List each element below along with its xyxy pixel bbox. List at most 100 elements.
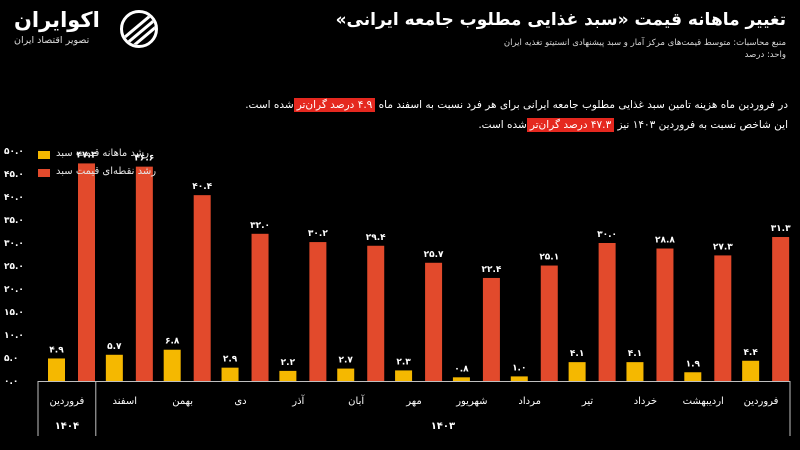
logo-name: اکوایران bbox=[14, 8, 100, 32]
legend-label-monthly: رشد ماهانه قیمت سبد bbox=[56, 148, 149, 159]
y-tick-label: ۱۰.۰ bbox=[4, 331, 24, 341]
x-tick-label: اسفند bbox=[113, 396, 137, 407]
data-label: ۱.۰ bbox=[512, 363, 526, 373]
description-line-2: این شاخص نسبت به فروردین ۱۴۰۳ نیز ۴۷.۳ د… bbox=[478, 118, 788, 132]
legend-item-monthly: رشد ماهانه قیمت سبد bbox=[38, 148, 218, 166]
bar-monthly bbox=[48, 358, 65, 381]
bar-monthly bbox=[163, 349, 181, 381]
data-label: ۴۰.۴ bbox=[192, 182, 212, 192]
bar-monthly bbox=[510, 376, 528, 381]
bar-point bbox=[78, 163, 95, 381]
bar-monthly bbox=[279, 370, 297, 381]
data-label: ۴.۱ bbox=[570, 349, 584, 359]
unit-note: واحد: درصد bbox=[744, 50, 786, 60]
y-tick-label: ۱۵.۰ bbox=[4, 308, 24, 318]
x-tick-label: آذر bbox=[291, 394, 305, 407]
bar-monthly bbox=[568, 362, 586, 381]
data-label: ۲۵.۷ bbox=[424, 250, 444, 260]
data-label: ۴۷.۳ bbox=[77, 150, 97, 160]
bar-point bbox=[251, 233, 269, 381]
bar-point bbox=[193, 195, 211, 381]
bar-point bbox=[598, 243, 616, 381]
legend-swatch-point bbox=[38, 169, 50, 177]
bar-monthly bbox=[395, 370, 413, 381]
x-tick-label: فروردین bbox=[744, 396, 779, 407]
x-tick-label: خرداد bbox=[634, 396, 657, 407]
description-line-1-end: شده است. bbox=[245, 99, 294, 111]
chart-legend: رشد ماهانه قیمت سبد رشد نقطه‌ای قیمت سبد bbox=[38, 148, 218, 184]
x-tick-label: مهر bbox=[405, 396, 421, 407]
description-line-1-text: در فروردین ماه هزینه تامین سبد غذایی مطل… bbox=[378, 99, 788, 111]
y-tick-label: ۳۵.۰ bbox=[4, 216, 24, 226]
x-tick-label: فروردین bbox=[50, 396, 85, 407]
bar-point bbox=[367, 245, 385, 381]
x-tick-label: مرداد bbox=[518, 396, 541, 407]
data-label: ۴.۹ bbox=[49, 345, 64, 355]
legend-item-point: رشد نقطه‌ای قیمت سبد bbox=[38, 166, 218, 184]
data-label: ۲۲.۴ bbox=[481, 265, 501, 275]
data-label: ۴.۱ bbox=[628, 349, 642, 359]
bar-monthly bbox=[337, 368, 355, 381]
y-tick-label: ۰.۰ bbox=[4, 377, 18, 387]
x-tick-label: آبان bbox=[348, 394, 365, 407]
y-tick-label: ۵.۰ bbox=[4, 354, 18, 364]
bar-point bbox=[656, 248, 674, 381]
bar-point bbox=[540, 265, 558, 381]
data-label: ۶.۸ bbox=[165, 337, 180, 347]
y-tick-label: ۳۰.۰ bbox=[4, 239, 24, 249]
data-label: ۴.۴ bbox=[743, 348, 758, 358]
data-label: ۲.۹ bbox=[223, 355, 238, 365]
data-label: ۲.۳ bbox=[396, 357, 411, 367]
logo-tagline: تصویر اقتصاد ایران bbox=[14, 35, 90, 46]
data-label: ۲۸.۸ bbox=[655, 236, 675, 246]
x-tick-label: دی bbox=[234, 396, 246, 407]
bar-point bbox=[425, 262, 443, 381]
y-tick-label: ۴۵.۰ bbox=[4, 170, 24, 180]
description-line-1-highlight: ۴.۹ درصد گران‌تر bbox=[293, 98, 376, 112]
bar-point bbox=[772, 237, 790, 381]
data-label: ۲۵.۱ bbox=[539, 253, 559, 263]
x-tick-label: شهریور bbox=[455, 396, 487, 407]
description-line-2-end: شده است. bbox=[478, 119, 527, 131]
x-tick-label: اردیبهشت bbox=[683, 396, 724, 407]
y-tick-label: ۲۵.۰ bbox=[4, 262, 24, 272]
bar-point bbox=[714, 255, 732, 381]
description-line-2-text: این شاخص نسبت به فروردین ۱۴۰۳ نیز bbox=[617, 119, 788, 131]
bar-monthly bbox=[742, 360, 760, 381]
data-label: ۲۹.۴ bbox=[366, 233, 386, 243]
data-label: ۰.۸ bbox=[454, 364, 469, 374]
bar-point bbox=[309, 242, 327, 381]
y-tick-label: ۵۰.۰ bbox=[4, 147, 24, 157]
bar-point bbox=[135, 166, 153, 381]
bar-monthly bbox=[105, 354, 123, 381]
source-note: منبع محاسبات: متوسط قیمت‌های مرکز آمار و… bbox=[503, 38, 786, 48]
data-label: ۱.۹ bbox=[686, 359, 701, 369]
bar-monthly bbox=[626, 362, 644, 381]
data-label: ۳۰.۲ bbox=[308, 229, 328, 239]
data-label: ۳۲.۰ bbox=[250, 221, 270, 231]
bar-monthly bbox=[684, 372, 702, 381]
bar-monthly bbox=[221, 367, 239, 381]
data-label: ۲۷.۳ bbox=[713, 242, 733, 252]
brand-logo: اکوایران تصویر اقتصاد ایران bbox=[8, 6, 168, 50]
x-tick-label: تیر bbox=[581, 396, 594, 407]
ecoiran-logo-icon bbox=[120, 10, 158, 48]
data-label: ۳۱.۳ bbox=[771, 224, 791, 234]
y-tick-label: ۴۰.۰ bbox=[4, 193, 24, 203]
legend-label-point: رشد نقطه‌ای قیمت سبد bbox=[56, 166, 157, 177]
legend-swatch-monthly bbox=[38, 151, 50, 159]
x-tick-label: بهمن bbox=[172, 396, 193, 407]
data-label: ۲.۷ bbox=[339, 356, 354, 366]
y-tick-label: ۲۰.۰ bbox=[4, 285, 24, 295]
year-group-label: ۱۴۰۳ bbox=[431, 421, 455, 432]
bar-point bbox=[482, 277, 500, 381]
description-line-1: در فروردین ماه هزینه تامین سبد غذایی مطل… bbox=[245, 98, 788, 112]
bar-monthly bbox=[452, 377, 470, 381]
page-title: تغییر ماهانه قیمت «سبد غذایی مطلوب جامعه… bbox=[335, 10, 786, 30]
description-line-2-highlight: ۴۷.۳ درصد گران‌تر bbox=[526, 118, 615, 132]
data-label: ۵.۷ bbox=[107, 342, 122, 352]
data-label: ۴۶.۶ bbox=[134, 154, 154, 164]
data-label: ۲.۲ bbox=[281, 358, 296, 368]
data-label: ۳۰.۰ bbox=[597, 230, 617, 240]
